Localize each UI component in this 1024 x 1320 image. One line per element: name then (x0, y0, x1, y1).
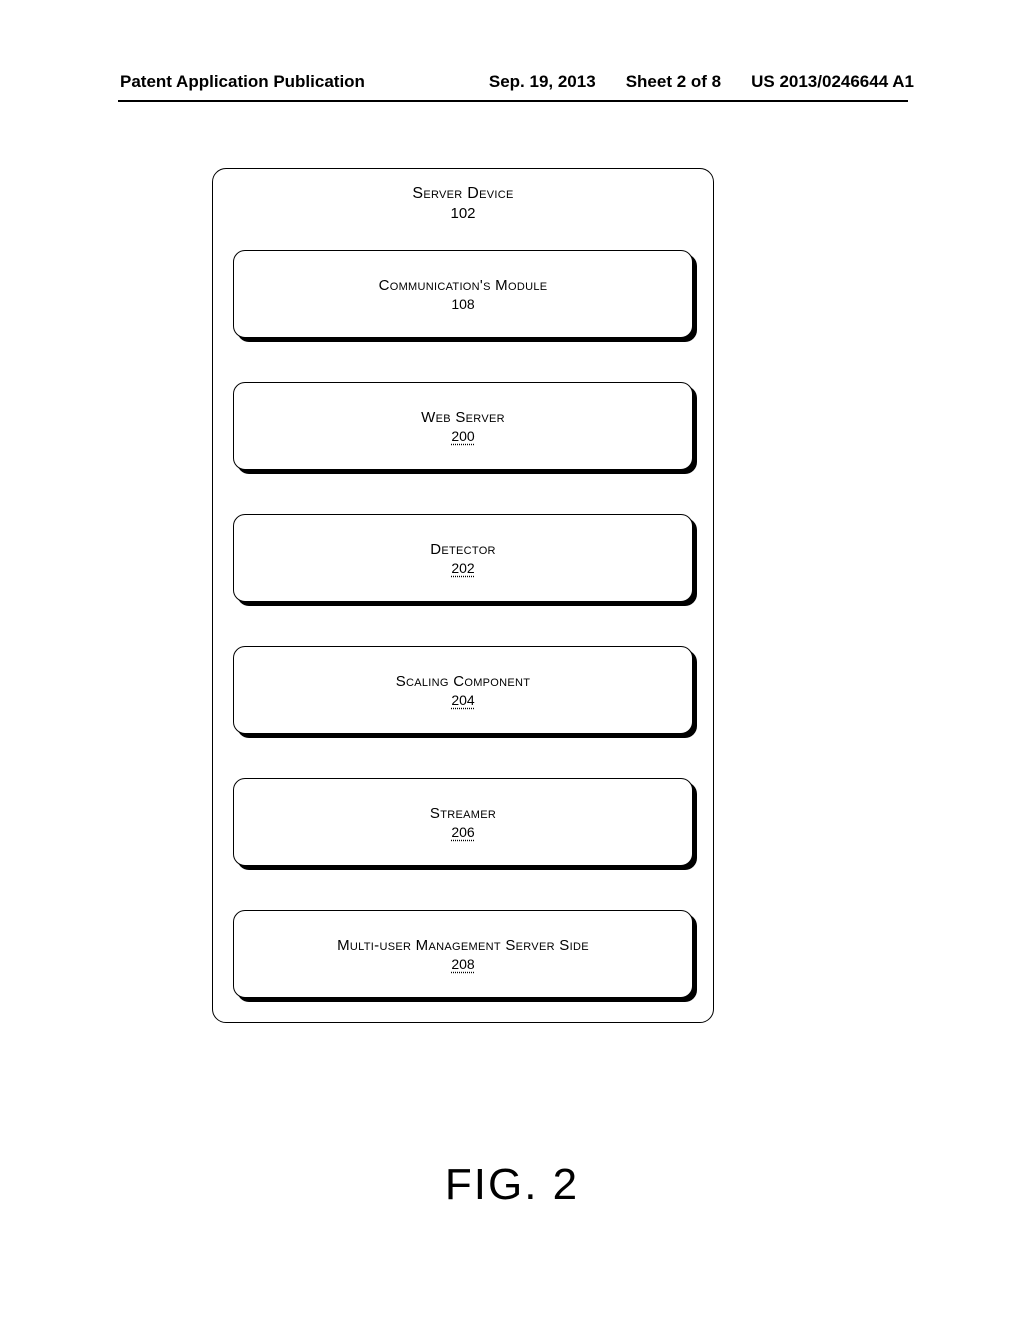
server-device-box: Server Device 102 Communication's Module… (212, 168, 714, 1023)
page-header: Patent Application Publication Sep. 19, … (0, 72, 1024, 92)
module-box: Multi-user Management Server Side 208 (233, 910, 693, 998)
patent-page: Patent Application Publication Sep. 19, … (0, 0, 1024, 1320)
module-inner: Streamer 206 (233, 778, 693, 866)
module-ref: 208 (451, 956, 474, 972)
figure-area: Server Device 102 Communication's Module… (212, 168, 714, 1023)
module-ref: 206 (451, 824, 474, 840)
module-box: Scaling Component 204 (233, 646, 693, 734)
header-date: Sep. 19, 2013 (489, 72, 596, 92)
header-sheet: Sheet 2 of 8 (626, 72, 721, 92)
module-label: Multi-user Management Server Side (337, 937, 589, 954)
module-box: Communication's Module 108 (233, 250, 693, 338)
module-inner: Scaling Component 204 (233, 646, 693, 734)
module-box: Streamer 206 (233, 778, 693, 866)
module-label: Detector (430, 541, 496, 558)
figure-caption: FIG. 2 (0, 1160, 1024, 1210)
header-right-group: Sep. 19, 2013 Sheet 2 of 8 US 2013/02466… (489, 72, 914, 92)
modules-list: Communication's Module 108 Web Server 200 De… (233, 250, 693, 998)
module-label: Communication's Module (379, 277, 548, 294)
module-box: Web Server 200 (233, 382, 693, 470)
header-rule (118, 100, 908, 102)
header-publication: Patent Application Publication (120, 72, 365, 92)
module-inner: Multi-user Management Server Side 208 (233, 910, 693, 998)
header-pubno: US 2013/0246644 A1 (751, 72, 914, 92)
module-ref: 202 (451, 560, 474, 576)
module-box: Detector 202 (233, 514, 693, 602)
module-label: Streamer (430, 805, 496, 822)
module-ref: 204 (451, 692, 474, 708)
module-inner: Detector 202 (233, 514, 693, 602)
module-label: Scaling Component (396, 673, 531, 690)
module-label: Web Server (421, 409, 505, 426)
server-device-ref: 102 (233, 205, 693, 222)
module-inner: Web Server 200 (233, 382, 693, 470)
module-inner: Communication's Module 108 (233, 250, 693, 338)
server-device-title: Server Device (233, 185, 693, 203)
module-ref: 108 (451, 296, 474, 312)
module-ref: 200 (451, 428, 474, 444)
